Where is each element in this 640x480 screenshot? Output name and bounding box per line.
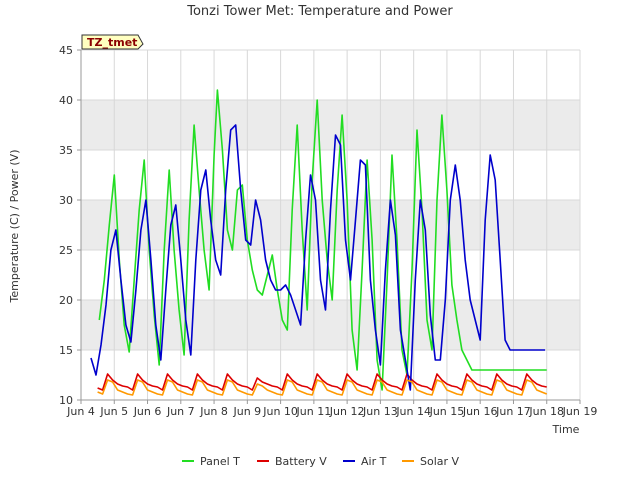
badge-shape xyxy=(81,34,144,50)
chart-title: Tonzi Tower Met: Temperature and Power xyxy=(186,4,453,19)
legend-label-solar-v: Solar V xyxy=(420,455,460,468)
x-tick-label: Jun 13 xyxy=(362,405,398,418)
x-tick-label: Jun 16 xyxy=(462,405,498,418)
x-tick-label: Jun 19 xyxy=(562,405,598,418)
x-axis-label: Time xyxy=(552,423,580,436)
y-tick-label: 10 xyxy=(59,394,73,407)
y-band xyxy=(81,100,580,150)
x-tick-label: Jun 14 xyxy=(395,405,431,418)
badge-label: TZ_tmet xyxy=(87,36,137,49)
legend-label-panel-t: Panel T xyxy=(200,455,240,468)
x-tick-label: Jun 9 xyxy=(232,405,261,418)
y-tick-label: 25 xyxy=(59,244,73,257)
x-tick-label: Jun 4 xyxy=(66,405,95,418)
x-tick-label: Jun 5 xyxy=(99,405,128,418)
x-tick-label: Jun 7 xyxy=(166,405,195,418)
y-tick-label: 15 xyxy=(59,344,73,357)
x-tick-label: Jun 10 xyxy=(262,405,298,418)
x-tick-label: Jun 6 xyxy=(133,405,162,418)
x-tick-label: Jun 17 xyxy=(495,405,531,418)
x-tick-label: Jun 12 xyxy=(329,405,365,418)
x-tick-label: Jun 15 xyxy=(429,405,465,418)
series-line-air-t xyxy=(90,124,546,391)
y-tick-label: 35 xyxy=(59,144,73,157)
badge: TZ_tmet xyxy=(81,34,144,50)
x-tick-label: Jun 8 xyxy=(199,405,228,418)
plot-area: Jun 4 Jun 5 Jun 6 Jun 7 Jun 8 Jun 9 Jun 10Jun … xyxy=(59,44,597,418)
series-line-panel-t xyxy=(98,89,547,391)
y-tick-label: 20 xyxy=(59,294,73,307)
series-line-solar-v xyxy=(97,379,547,396)
y-axis-label: Temperature (C) / Power (V) xyxy=(8,149,21,303)
x-tick-label: Jun 18 xyxy=(528,405,564,418)
x-tick-label: Jun 11 xyxy=(296,405,332,418)
legend-label-battery-v: Battery V xyxy=(275,455,327,468)
y-tick-label: 40 xyxy=(59,94,73,107)
legend-label-air-t: Air T xyxy=(361,455,387,468)
y-tick-label: 45 xyxy=(59,44,73,57)
legend: Panel T Battery V Air T Solar V xyxy=(182,455,460,468)
y-tick-label: 30 xyxy=(59,194,73,207)
series-line-battery-v xyxy=(97,373,547,391)
